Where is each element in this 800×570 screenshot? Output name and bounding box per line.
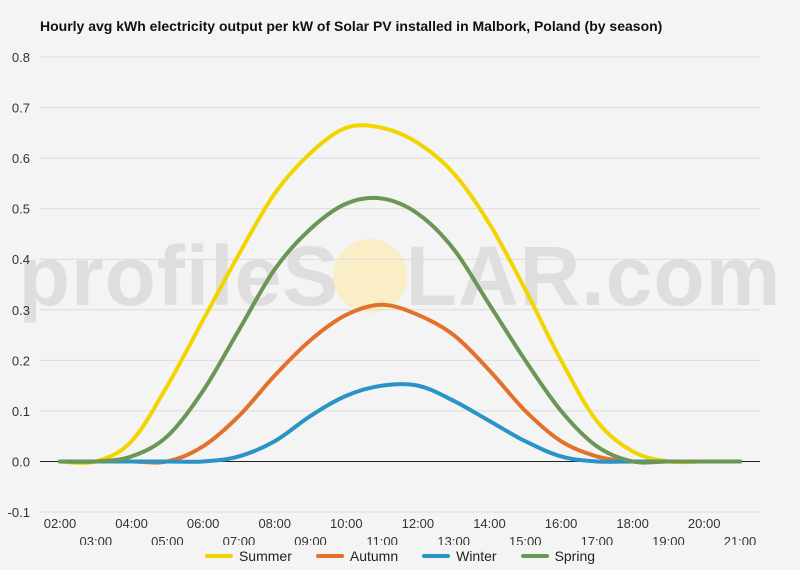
x-tick-label: 12:00 bbox=[402, 516, 435, 531]
x-tick-label: 10:00 bbox=[330, 516, 363, 531]
grid bbox=[40, 56, 760, 513]
x-tick-label: 15:00 bbox=[509, 534, 542, 545]
line-chart: -0.1 0.0 0.1 0.2 0.3 0.4 0.5 0.6 0.7 0.8 02:00 04:… bbox=[8, 50, 760, 545]
x-tick-label: 02:00 bbox=[44, 516, 77, 531]
legend-swatch bbox=[315, 554, 344, 558]
legend-item-spring: Spring bbox=[520, 548, 596, 564]
y-tick-label: 0.4 bbox=[12, 252, 30, 267]
y-tick-label: 0.7 bbox=[12, 101, 30, 116]
series-line-summer bbox=[58, 123, 742, 465]
y-tick-label: 0.1 bbox=[12, 404, 30, 419]
y-tick-label: 0.5 bbox=[12, 202, 30, 217]
legend-item-winter: Winter bbox=[422, 548, 497, 564]
watermark-sun-icon bbox=[333, 239, 407, 313]
legend-swatch bbox=[520, 554, 549, 558]
series-lines bbox=[58, 123, 742, 465]
legend-item-summer: Summer bbox=[204, 548, 292, 564]
x-tick-label: 13:00 bbox=[437, 534, 470, 545]
chart-title: Hourly avg kWh electricity output per kW… bbox=[40, 18, 663, 34]
x-tick-label: 14:00 bbox=[473, 516, 506, 531]
x-tick-label: 05:00 bbox=[151, 534, 184, 545]
legend-label: Spring bbox=[554, 548, 596, 564]
x-tick-label: 11:00 bbox=[366, 534, 398, 545]
y-tick-label: 0.2 bbox=[12, 353, 30, 368]
y-tick-label: -0.1 bbox=[8, 505, 30, 520]
x-tick-label: 04:00 bbox=[115, 516, 148, 531]
legend-label: Autumn bbox=[349, 548, 399, 564]
legend-item-autumn: Autumn bbox=[315, 548, 399, 564]
x-tick-label: 07:00 bbox=[223, 534, 256, 545]
x-tick-label: 17:00 bbox=[581, 534, 614, 545]
legend: Summer Autumn Winter Spring bbox=[0, 548, 800, 564]
legend-swatch bbox=[204, 554, 233, 558]
legend-swatch bbox=[422, 554, 451, 558]
x-axis-ticks: 02:00 04:00 06:00 08:00 10:00 12:00 14:00 16:00… bbox=[44, 516, 757, 545]
y-tick-label: 0.6 bbox=[12, 151, 30, 166]
legend-label: Winter bbox=[456, 548, 497, 564]
y-tick-label: 0.0 bbox=[12, 454, 30, 469]
y-tick-label: 0.8 bbox=[12, 50, 30, 65]
x-tick-label: 21:00 bbox=[724, 534, 757, 545]
x-tick-label: 03:00 bbox=[80, 534, 113, 545]
x-tick-label: 18:00 bbox=[616, 516, 649, 531]
x-tick-label: 08:00 bbox=[258, 516, 291, 531]
x-tick-label: 20:00 bbox=[688, 516, 721, 531]
y-axis-ticks: -0.1 0.0 0.1 0.2 0.3 0.4 0.5 0.6 0.7 0.8 bbox=[8, 50, 30, 520]
series-line-spring bbox=[58, 195, 742, 465]
x-tick-label: 06:00 bbox=[187, 516, 220, 531]
x-tick-label: 16:00 bbox=[545, 516, 578, 531]
x-tick-label: 19:00 bbox=[652, 534, 685, 545]
x-tick-label: 09:00 bbox=[294, 534, 327, 545]
legend-label: Summer bbox=[238, 548, 292, 564]
y-tick-label: 0.3 bbox=[12, 303, 30, 318]
